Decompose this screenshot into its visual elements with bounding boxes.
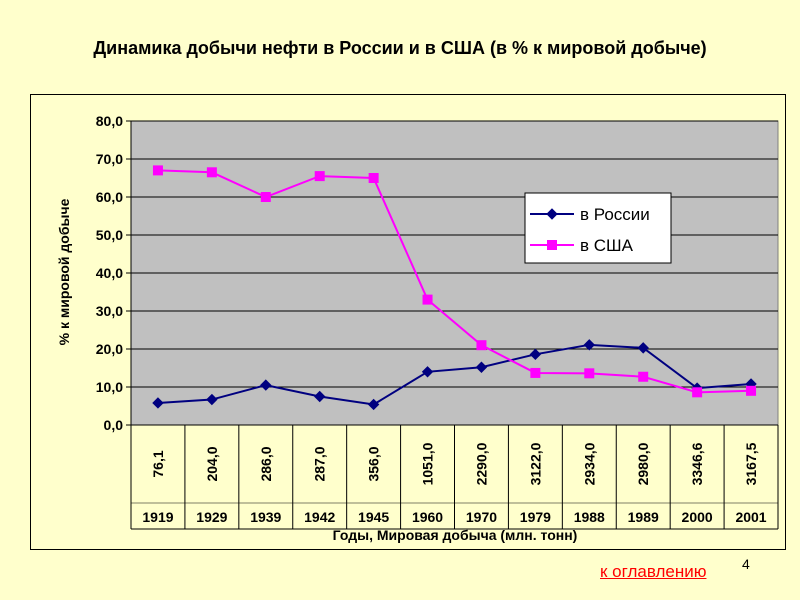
y-tick-label: 50,0 — [96, 227, 123, 243]
world-production-label: 76,1 — [150, 450, 166, 477]
x-tick-label: 2000 — [682, 509, 713, 525]
table-of-contents-link[interactable]: к оглавлению — [600, 562, 707, 581]
data-point-usa — [584, 368, 595, 379]
y-axis-label: % к мировой добыче — [56, 198, 72, 345]
world-production-label: 3167,5 — [743, 442, 759, 485]
world-production-label: 2290,0 — [473, 442, 489, 485]
y-tick-label: 20,0 — [96, 341, 123, 357]
data-point-usa — [314, 171, 325, 182]
data-point-russia — [314, 390, 326, 403]
world-production-label: 2980,0 — [635, 442, 651, 485]
x-tick-label: 1989 — [628, 509, 659, 525]
data-point-usa — [476, 340, 487, 351]
x-tick-label: 1939 — [250, 509, 281, 525]
y-tick-label: 60,0 — [96, 189, 123, 205]
x-tick-label: 1945 — [358, 509, 389, 525]
data-point-usa — [152, 165, 163, 176]
data-point-usa — [368, 173, 379, 183]
data-point-russia — [475, 361, 488, 373]
data-point-usa — [692, 387, 703, 398]
chart-title: Динамика добычи нефти в России и в США (… — [93, 38, 707, 58]
page-number: 4 — [742, 556, 750, 572]
data-point-russia — [152, 397, 164, 409]
world-production-label: 286,0 — [258, 446, 274, 481]
legend-label: в США — [580, 236, 634, 255]
data-point-russia — [421, 366, 434, 378]
legend-marker — [547, 240, 557, 250]
legend-label: в России — [580, 205, 650, 224]
y-tick-label: 40,0 — [96, 265, 123, 281]
world-production-label: 356,0 — [366, 446, 382, 481]
y-tick-label: 70,0 — [96, 151, 123, 167]
data-point-russia — [206, 393, 218, 406]
x-tick-label: 1988 — [574, 509, 605, 525]
x-tick-label: 1970 — [466, 509, 497, 525]
x-tick-label: 1942 — [304, 509, 335, 525]
series-line-0 — [157, 343, 752, 406]
data-point-usa — [260, 192, 271, 202]
world-production-label: 2934,0 — [581, 442, 597, 485]
x-tick-label: 1919 — [142, 509, 173, 525]
data-point-usa — [746, 385, 757, 396]
x-tick-label: 1960 — [412, 509, 443, 525]
data-point-russia — [260, 379, 272, 391]
y-tick-label: 80,0 — [96, 113, 123, 129]
legend-marker — [546, 208, 558, 220]
data-point-usa — [206, 167, 217, 178]
x-tick-label: 2001 — [735, 509, 766, 525]
data-point-usa — [638, 371, 649, 382]
world-production-label: 3346,6 — [689, 442, 705, 485]
world-production-label: 1051,0 — [420, 442, 436, 485]
x-tick-label: 1929 — [196, 509, 227, 525]
y-tick-label: 30,0 — [96, 303, 123, 319]
data-point-russia — [529, 348, 542, 361]
y-tick-label: 10,0 — [96, 379, 123, 395]
world-production-label: 3122,0 — [527, 442, 543, 485]
data-point-usa — [530, 367, 541, 378]
data-point-russia — [367, 398, 380, 411]
series-line-1 — [157, 169, 752, 394]
data-point-usa — [422, 294, 433, 305]
x-axis-label: Годы, Мировая добыча (млн. тонн) — [333, 527, 578, 543]
world-production-label: 204,0 — [204, 446, 220, 481]
data-point-russia — [637, 342, 649, 354]
y-tick-label: 0,0 — [104, 417, 124, 433]
x-tick-label: 1979 — [520, 509, 551, 525]
world-production-label: 287,0 — [312, 446, 328, 481]
data-point-russia — [583, 339, 595, 351]
legend-box — [524, 192, 672, 264]
